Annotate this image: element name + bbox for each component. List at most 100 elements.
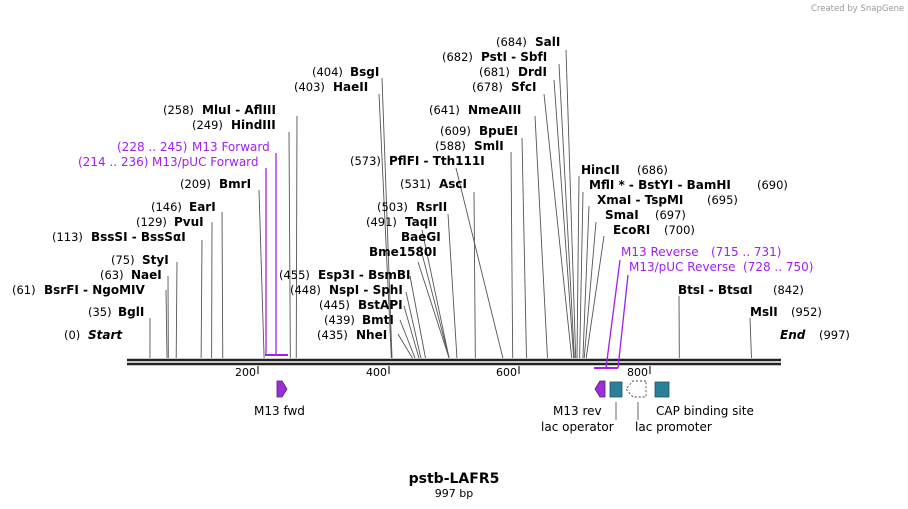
site-name[interactable]: XmaI - TspMI [597,193,683,207]
site-name[interactable]: TaqII [405,215,437,229]
site-bmri[interactable]: (209) BmrI [180,177,251,191]
site-bmti[interactable]: (439) BmtI [324,313,394,327]
site-btsi[interactable]: BtsI - BtsαI (842) [678,283,804,297]
site-name[interactable]: SalI [535,35,560,49]
site-rsrii[interactable]: (503) RsrII [377,200,447,214]
site-name[interactable]: HindIII [231,118,276,132]
site-smai[interactable]: SmaI (697) [605,208,686,222]
site-bme1580i[interactable]: Bme1580I [369,245,437,259]
site-name[interactable]: HincII [581,163,620,177]
feature-m13-rev[interactable]: M13 rev [553,380,606,418]
site-haeii[interactable]: (403) HaeII [294,80,368,94]
site-name[interactable]: BsrFI - NgoMIV [44,283,145,297]
site-name[interactable]: StyI [142,253,169,267]
site-pflfi[interactable]: (573) PflFI - Tth111I [350,154,485,168]
site-bpuei[interactable]: (609) BpuEI [440,124,518,138]
site-name[interactable]: MslI [750,305,778,319]
arrow-right-icon[interactable] [276,380,288,398]
feature-lac-operator[interactable]: lac operator [541,381,623,434]
site-name[interactable]: EcoRI [613,223,650,237]
site-hindiii[interactable]: (249) HindIII [192,118,276,132]
primer-name[interactable]: M13/pUC Reverse [629,260,736,274]
site-name[interactable]: NmeAIII [468,103,521,117]
site-xmai[interactable]: XmaI - TspMI (695) [597,193,738,207]
leader-rsrii [447,213,458,359]
site-name[interactable]: NheI [356,328,387,342]
site-bsssi[interactable]: (113) BssSI - BssSαI [52,230,186,244]
site-name[interactable]: PvuI [174,215,204,229]
site-smli[interactable]: (588) SmlI [435,139,504,153]
site-esp3i[interactable]: (455) Esp3I - BsmBI [279,268,410,282]
leader-sali [565,49,577,359]
site-name[interactable]: SmaI [605,208,639,222]
site-name[interactable]: BglI [118,305,144,319]
site-name[interactable]: Bme1580I [369,245,437,259]
site-naei[interactable]: (63) NaeI [100,268,162,282]
site-eari[interactable]: (146) EarI [151,200,216,214]
site-baegi[interactable]: BaeGI [401,230,441,244]
feature-lac-promoter[interactable]: lac promoter [625,380,712,434]
site-name[interactable]: NspI - SphI [329,283,403,297]
feature-m13-fwd[interactable]: M13 fwd [254,380,305,418]
site-bstapi[interactable]: (445) BstAPI [319,298,403,312]
site-name[interactable]: BmrI [219,177,251,191]
feature-cap-binding-site[interactable]: CAP binding site [654,381,754,418]
site-name[interactable]: EarI [189,200,216,214]
site-name[interactable]: BstAPI [358,298,403,312]
primer-name[interactable]: M13 Forward [192,140,270,154]
site-bgli[interactable]: (35) BglI [88,305,144,319]
site-pvui[interactable]: (129) PvuI [136,215,204,229]
site-nspi[interactable]: (448) NspI - SphI [290,283,403,297]
site-name[interactable]: BssSI - BssSαI [91,230,186,244]
site-drdi[interactable]: (681) DrdI [479,65,547,79]
primer-m13-puc-reverse[interactable]: M13/pUC Reverse (728 .. 750) [617,260,813,369]
site-nmeaiii[interactable]: (641) NmeAIII [429,103,521,117]
site-name[interactable]: SmlI [474,139,504,153]
operator-box-icon[interactable] [609,381,623,398]
primer-name[interactable]: M13/pUC Forward [152,155,259,169]
site-name[interactable]: BsgI [350,65,379,79]
arrow-left-icon[interactable] [594,380,606,398]
site-name[interactable]: BaeGI [401,230,441,244]
site-bsrfi[interactable]: (61) BsrFI - NgoMIV [12,283,145,297]
site-name[interactable]: BpuEI [479,124,518,138]
site-name[interactable]: PflFI - Tth111I [389,154,485,168]
site-nhei[interactable]: (435) NheI [317,328,387,342]
site-name[interactable]: DrdI [518,65,547,79]
leader-haeii [378,93,392,359]
primer-m13-puc-forward[interactable]: (214 .. 236) M13/pUC Forward [78,155,267,355]
feature-label: CAP binding site [656,404,754,418]
site-psti[interactable]: (682) PstI - SbfI [442,50,547,64]
primer-binding-sites[interactable]: (228 .. 245) M13 Forward (214 .. 236) M1… [78,140,813,369]
site-name[interactable]: RsrII [416,200,447,214]
primer-m13-reverse[interactable]: M13 Reverse (715 .. 731) [594,245,781,369]
site-styi[interactable]: (75) StyI [111,253,169,267]
features[interactable]: M13 fwd M13 rev lac operator lac promote… [254,380,754,434]
site-name[interactable]: NaeI [131,268,162,282]
restriction-sites[interactable]: (35) BglI (61) BsrFI - NgoMIV (63) NaeI … [12,35,822,342]
site-name[interactable]: HaeII [333,80,368,94]
cap-box-icon[interactable] [654,381,670,398]
site-ecori[interactable]: EcoRI (700) [613,223,695,237]
primer-name[interactable]: M13 Reverse [621,245,699,259]
site-name[interactable]: Esp3I - BsmBI [318,268,410,282]
primer-m13-forward[interactable]: (228 .. 245) M13 Forward [117,140,288,356]
site-sfci[interactable]: (678) SfcI [472,80,536,94]
site-position: (588) [435,139,466,153]
site-name[interactable]: BtsI - BtsαI [678,283,753,297]
promoter-arrow-icon[interactable] [625,380,647,398]
site-msli[interactable]: MslI (952) [750,305,822,319]
site-name[interactable]: MluI - AflIII [202,103,276,117]
site-name[interactable]: SfcI [511,80,536,94]
site-hincii[interactable]: HincII (686) [581,163,668,177]
site-bsgi[interactable]: (404) BsgI [312,65,379,79]
site-mlui[interactable]: (258) MluI - AflIII [163,103,276,117]
site-name[interactable]: BmtI [362,313,394,327]
site-name[interactable]: PstI - SbfI [481,50,547,64]
site-asci[interactable]: (531) AscI [400,177,467,191]
site-name[interactable]: MflI * - BstYI - BamHI [589,178,731,192]
site-taqii[interactable]: (491) TaqII [366,215,437,229]
site-sali[interactable]: (684) SalI [496,35,560,49]
site-mfli[interactable]: MflI * - BstYI - BamHI (690) [589,178,788,192]
site-name[interactable]: AscI [439,177,467,191]
